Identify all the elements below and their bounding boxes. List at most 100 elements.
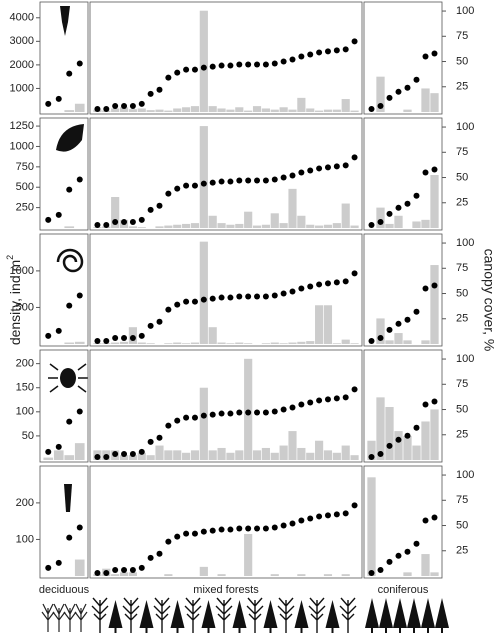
bar [315, 305, 324, 344]
canopy-dot [129, 450, 136, 457]
bar [128, 572, 137, 576]
canopy-dot [324, 164, 331, 171]
bar [173, 342, 182, 344]
group-label: deciduous [39, 584, 90, 596]
canopy-dot [200, 528, 207, 535]
canopy-dot [413, 192, 420, 199]
bar [270, 213, 279, 228]
y-tick-label: 250 [16, 202, 34, 214]
bar [182, 452, 191, 460]
y2-tick-label: 25 [456, 197, 468, 209]
tree [232, 600, 247, 633]
canopy-dot [307, 515, 314, 522]
bar [332, 223, 341, 228]
canopy-dot [254, 61, 261, 68]
canopy-dot [280, 58, 287, 65]
y-tick-label: 4000 [10, 12, 34, 24]
tree [277, 597, 295, 633]
bar [261, 224, 270, 228]
tree [246, 597, 264, 633]
bar [421, 219, 430, 228]
canopy-dot [183, 530, 190, 537]
canopy-dot [76, 176, 83, 183]
canopy-dot [377, 566, 384, 573]
bar [74, 443, 85, 460]
icon [60, 6, 70, 36]
canopy-dot [94, 569, 101, 576]
canopy-dot [227, 294, 234, 301]
canopy-dot [280, 522, 287, 529]
canopy-dot [183, 182, 190, 189]
canopy-dot [386, 442, 393, 449]
y2-tick-label: 100 [456, 353, 474, 365]
canopy-dot [112, 334, 119, 341]
canopy-dot [129, 218, 136, 225]
bar [155, 445, 164, 460]
canopy-dot [289, 404, 296, 411]
canopy-dot [218, 410, 225, 417]
bar [385, 407, 394, 460]
bar [128, 109, 137, 112]
canopy-dot [138, 448, 145, 455]
y2-tick-label: 75 [456, 378, 468, 390]
bar [226, 109, 235, 112]
bar [119, 341, 129, 344]
bar [367, 477, 376, 576]
canopy-dot [94, 453, 101, 460]
bar [323, 109, 333, 112]
canopy-dot [236, 177, 243, 184]
bar [137, 108, 146, 112]
canopy-dot [262, 61, 269, 68]
tree [294, 600, 309, 633]
y2-tick-label: 75 [456, 262, 468, 274]
canopy-dot [431, 398, 438, 405]
y-tick-label: 1000 [10, 82, 34, 94]
bar [385, 223, 394, 228]
canopy-dot [66, 70, 73, 77]
bar [297, 341, 306, 344]
y-tick-label: 2000 [10, 59, 34, 71]
panel-frame [363, 233, 443, 347]
canopy-dot [324, 48, 331, 55]
canopy-dot [422, 285, 429, 292]
canopy-dot [76, 408, 83, 415]
canopy-dot [431, 282, 438, 289]
canopy-dot [218, 178, 225, 185]
bar [190, 450, 200, 460]
bar [350, 110, 359, 112]
tree [108, 600, 123, 633]
canopy-dot [333, 279, 340, 286]
canopy-dot [121, 102, 128, 109]
bar [421, 554, 430, 576]
canopy-dot [324, 396, 331, 403]
bar [412, 221, 421, 228]
canopy-dot [191, 298, 198, 305]
canopy-dot [200, 180, 207, 187]
tree [91, 597, 109, 633]
canopy-dot [316, 281, 323, 288]
bar [111, 574, 120, 576]
bar [394, 431, 403, 460]
canopy-dot [200, 296, 207, 303]
canopy-dot [245, 293, 252, 300]
canopy-dot [156, 550, 163, 557]
bar [173, 224, 182, 228]
canopy-dot [236, 525, 243, 532]
bar [244, 110, 253, 112]
canopy-dot [386, 210, 393, 217]
tree [435, 598, 449, 633]
canopy-dot [236, 61, 243, 68]
canopy-dot [200, 412, 207, 419]
bar [323, 305, 333, 344]
bar [74, 341, 85, 344]
bar [164, 574, 173, 576]
tree [215, 597, 233, 633]
canopy-dot [156, 202, 163, 209]
canopy-dot [156, 86, 163, 93]
canopy-dot [431, 166, 438, 173]
canopy-dot [191, 182, 198, 189]
canopy-dot [422, 517, 429, 524]
canopy-dot [351, 386, 358, 393]
canopy-dot [307, 167, 314, 174]
bar [261, 108, 270, 112]
